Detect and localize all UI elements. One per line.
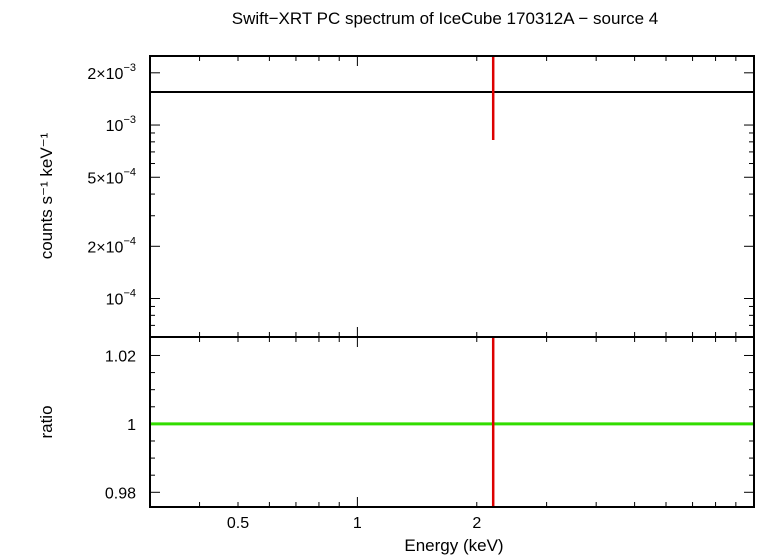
y-tick-label: 5×10−4 xyxy=(87,166,136,187)
y-axis-label-ratio: ratio xyxy=(37,405,56,438)
y-tick-label: 10−3 xyxy=(106,114,136,135)
x-tick-label: 0.5 xyxy=(227,515,249,532)
y-tick-label: 10−4 xyxy=(106,288,136,309)
x-axis-label: Energy (keV) xyxy=(404,536,503,555)
x-tick-label: 2 xyxy=(472,515,481,532)
ratio-tick-label: 0.98 xyxy=(105,485,136,502)
ratio-tick-label: 1 xyxy=(127,417,136,434)
bottom-panel-frame xyxy=(149,336,755,508)
chart-title: Swift−XRT PC spectrum of IceCube 170312A… xyxy=(232,9,659,28)
y-axis-label-counts: counts s⁻¹ keV⁻¹ xyxy=(37,132,56,259)
x-tick-label: 1 xyxy=(353,515,362,532)
y-tick-label: 2×10−4 xyxy=(87,235,136,256)
ratio-tick-label: 1.02 xyxy=(105,348,136,365)
y-tick-label: 2×10−3 xyxy=(87,62,136,83)
top-panel-frame xyxy=(149,55,755,338)
